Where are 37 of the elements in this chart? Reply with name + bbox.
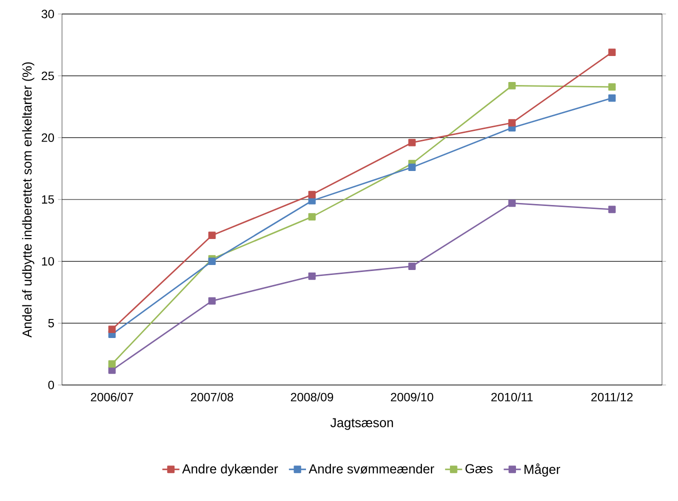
point [208,232,216,240]
point [608,94,616,102]
y-tick-label: 25 [42,72,54,80]
legend-label: Gæs [466,464,493,474]
point [108,326,116,334]
legend-label: Måger [524,463,560,477]
y-tick-label: 10 [42,257,54,266]
point [408,164,416,172]
y-tick-label: 5 [48,318,54,328]
y-tick-label: 0 [48,380,54,390]
x-axis-title: Jagtsæson [330,418,393,430]
x-tick-label: 2011/12 [591,392,633,402]
point [608,48,616,56]
point [608,206,616,214]
y-tick-label: 20 [42,133,54,142]
point [208,297,216,305]
legend-label: Andre dykænder [182,464,278,476]
x-tick-label: 2006/07 [90,392,134,402]
point [308,190,316,198]
x-tick-label: 2010/11 [491,392,533,402]
legend-label: Andre svømmeænder [308,464,434,474]
point [408,138,416,146]
y-tick-label: 30 [42,10,54,18]
y-tick-label: 15 [42,195,54,204]
point [308,213,316,221]
point [608,83,616,91]
point [408,262,416,270]
x-tick-label: 2009/10 [390,392,434,402]
point [508,82,516,90]
x-tick-label: 2008/09 [290,392,334,402]
y-axis-title: Andel af udbytte indberettet som enkeltarter (%) [22,62,34,338]
point [508,200,516,207]
point [108,360,116,368]
point [208,258,216,266]
point [308,272,316,280]
x-tick-label: 2007/08 [190,392,234,402]
point [508,119,516,127]
